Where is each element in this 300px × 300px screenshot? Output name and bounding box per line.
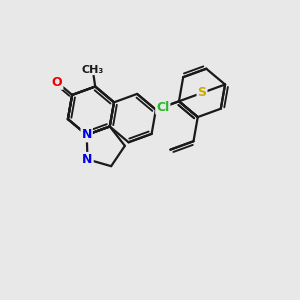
Text: O: O [52,76,62,89]
Text: N: N [82,153,93,166]
Text: Cl: Cl [156,101,170,114]
Text: CH₃: CH₃ [82,64,104,74]
Text: N: N [82,128,92,141]
Text: S: S [197,86,206,99]
